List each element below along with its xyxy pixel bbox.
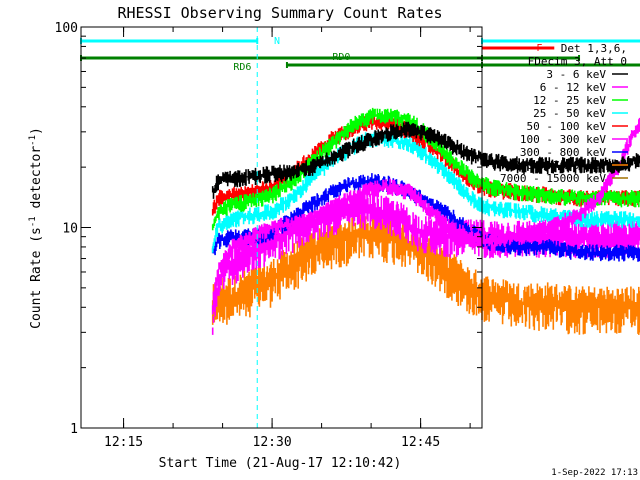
plot-lines	[211, 107, 640, 335]
y-tick-label: 100	[55, 21, 78, 36]
legend-entry-label: 800 - 7000 keV	[513, 159, 606, 172]
legend-entry-label: 6 - 12 keV	[540, 81, 607, 94]
x-tick-label: 12:45	[401, 435, 440, 450]
legend-entry-label: 12 - 25 keV	[533, 94, 606, 107]
series-2-line	[211, 117, 640, 335]
y-axis-label: Count Rate (s-1 detector-1)	[28, 127, 44, 329]
legend-entry-label: 7000 - 15000 keV	[500, 172, 606, 185]
legend-entry-label: 300 - 800 keV	[520, 146, 606, 159]
legend-entry-label: 50 - 100 keV	[527, 120, 607, 133]
legend-entry-label: 3 - 6 keV	[546, 68, 606, 81]
series-1-line	[211, 121, 640, 199]
legend-entry-label: 100 - 300 keV	[520, 133, 606, 146]
x-tick-label: 12:30	[253, 435, 292, 450]
y-tick-label: 10	[62, 222, 78, 237]
legend-header-line: FDecim 3, Att 0	[528, 55, 627, 68]
footer-date: 1-Sep-2022 17:13	[551, 468, 638, 478]
legend-header-line: Det 1,3,6,	[561, 42, 627, 55]
bar-label-f: F	[536, 43, 542, 54]
x-axis-ticks: 12:15 12:30 12:45	[104, 27, 471, 450]
legend-entry-label: 25 - 50 keV	[533, 107, 606, 120]
bar-label-n: N	[274, 36, 280, 47]
x-tick-label: 12:15	[104, 435, 143, 450]
y-tick-label: 1	[70, 422, 78, 437]
bar-label-rd0: RD0	[332, 52, 350, 63]
x-axis-label: Start Time (21-Aug-17 12:10:42)	[159, 456, 402, 471]
y-axis-ticks: 1 10 100	[55, 21, 482, 437]
chart-title: RHESSI Observing Summary Count Rates	[117, 4, 442, 22]
bar-label-rd6: RD6	[233, 62, 251, 73]
